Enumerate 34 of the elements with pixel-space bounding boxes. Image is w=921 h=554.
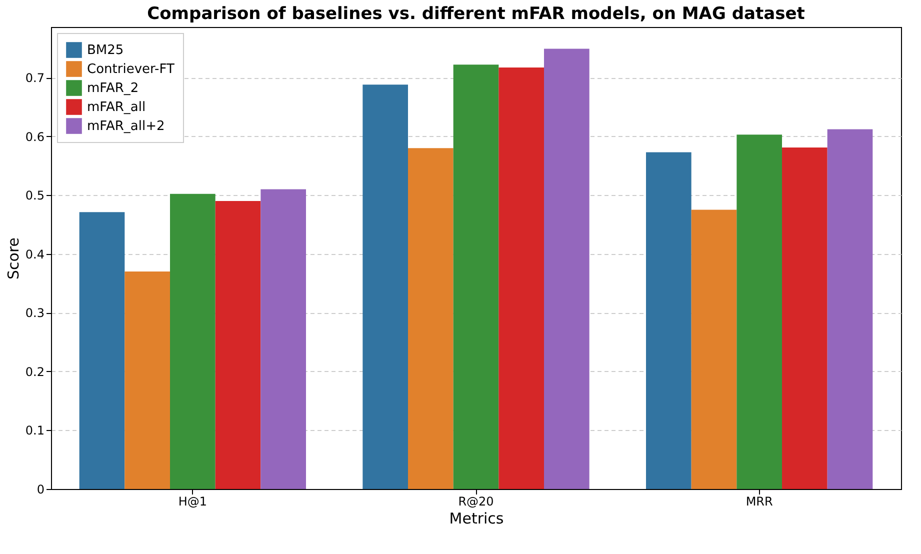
- bar: [498, 68, 544, 489]
- bar: [408, 148, 454, 489]
- bar: [691, 210, 737, 489]
- y-tick-label: 0: [36, 482, 44, 496]
- x-tick-label: H@1: [178, 494, 208, 508]
- bar: [782, 147, 828, 489]
- bar: [124, 272, 170, 489]
- bar: [260, 189, 306, 489]
- x-axis-title: Metrics: [449, 510, 504, 528]
- bar: [544, 48, 590, 489]
- x-tick-label: R@20: [458, 494, 494, 508]
- y-tick-label: 0.7: [25, 71, 44, 86]
- bar: [362, 84, 408, 489]
- y-tick-label: 0.3: [25, 306, 44, 320]
- legend-label: Contriever-FT: [87, 62, 174, 77]
- legend-label: BM25: [87, 43, 124, 58]
- x-tick-label: MRR: [746, 494, 773, 508]
- bar: [453, 64, 499, 489]
- legend-label: mFAR_2: [87, 81, 139, 96]
- bar: [827, 129, 873, 489]
- bar: [215, 200, 261, 489]
- bar: [646, 152, 692, 489]
- bar: [79, 212, 125, 489]
- y-tick-label: 0.2: [25, 364, 44, 379]
- y-tick-label: 0.4: [25, 247, 44, 262]
- bar: [736, 134, 782, 489]
- bar: [170, 194, 216, 489]
- y-tick-label: 0.5: [25, 188, 44, 203]
- y-tick-label: 0.1: [25, 424, 44, 438]
- y-axis-title: Score: [4, 237, 22, 280]
- legend-label: mFAR_all+2: [87, 119, 165, 134]
- legend-label: mFAR_all: [87, 100, 146, 115]
- y-tick-label: 0.6: [25, 130, 44, 144]
- chart-title: Comparison of baselines vs. different mFAR models, on MAG dataset: [147, 4, 805, 24]
